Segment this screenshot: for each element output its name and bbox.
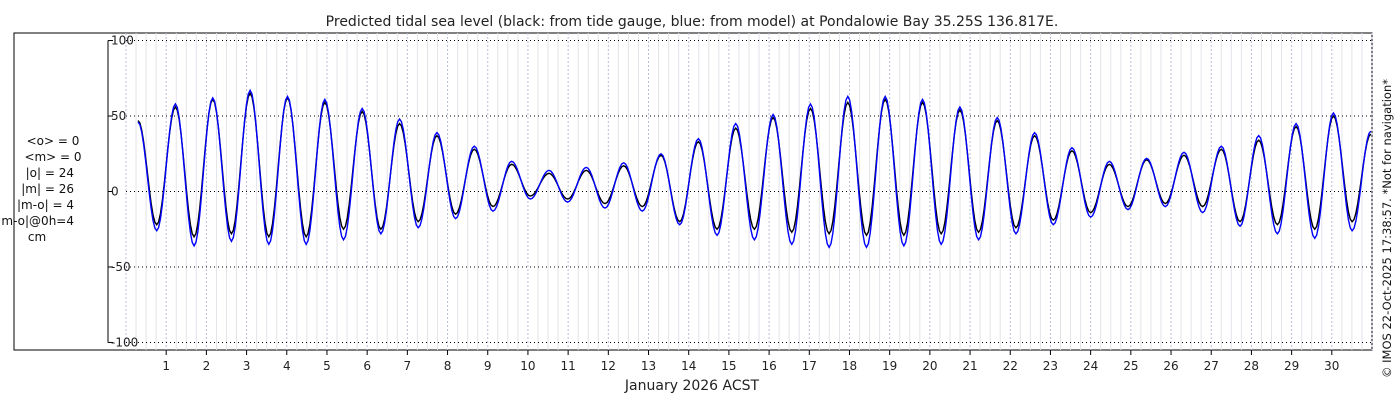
x-tick-label: 7: [404, 359, 412, 373]
x-tick-label: 21: [962, 359, 977, 373]
x-tick-label: 24: [1083, 359, 1098, 373]
x-tick-label: 5: [323, 359, 331, 373]
series-line-model: [137, 88, 1372, 249]
stat-line: |m-o| = 4: [17, 198, 74, 212]
x-tick-label: 4: [283, 359, 291, 373]
x-tick-label: 8: [444, 359, 452, 373]
y-tick-label: -50: [111, 260, 131, 274]
series-group: [137, 88, 1372, 249]
x-tick-label: 29: [1284, 359, 1299, 373]
y-tick-label: 50: [111, 109, 126, 123]
x-tick-label: 23: [1043, 359, 1058, 373]
x-tick-label: 2: [203, 359, 211, 373]
stat-line: |m| = 26: [21, 182, 74, 196]
stat-line: |m-o|@0h=4: [0, 214, 74, 228]
chart-title: Predicted tidal sea level (black: from t…: [326, 14, 1059, 30]
x-tick-label: 17: [802, 359, 817, 373]
stat-line: <m> = 0: [24, 150, 81, 164]
x-axis-label: January 2026 ACST: [624, 378, 760, 394]
x-tick-label: 22: [1003, 359, 1018, 373]
x-tick-label: 10: [520, 359, 535, 373]
y-tick-label: -100: [111, 335, 138, 349]
x-tick-label: 13: [641, 359, 656, 373]
series-line-gauge: [137, 91, 1372, 239]
x-tick-label: 27: [1204, 359, 1219, 373]
x-tick-label: 18: [842, 359, 857, 373]
x-tick-label: 1: [162, 359, 170, 373]
y-tick-label: 100: [111, 34, 134, 48]
x-tick-label: 20: [922, 359, 937, 373]
stat-line: cm: [28, 230, 46, 244]
x-tick-label: 12: [601, 359, 616, 373]
x-tick-label: 30: [1324, 359, 1339, 373]
x-tick-label: 9: [484, 359, 492, 373]
stat-line: |o| = 24: [26, 166, 74, 180]
stat-line: <o> = 0: [27, 134, 80, 148]
stats-block: <o> = 0 <m> = 0 |o| = 24 |m| = 26 |m-o| = 4 |…: [0, 134, 82, 244]
x-tick-label: 3: [243, 359, 251, 373]
copyright-note: © IMOS 22-Oct-2025 17:38:57. *Not for na…: [1380, 79, 1394, 378]
x-tick-label: 28: [1244, 359, 1259, 373]
y-tick-label: 0: [111, 185, 119, 199]
x-tick-label: 14: [681, 359, 696, 373]
x-tick-label: 16: [761, 359, 776, 373]
x-tick-label: 25: [1123, 359, 1138, 373]
plot-frame: [13, 32, 1373, 351]
x-tick-label: 11: [560, 359, 575, 373]
x-tick-label: 26: [1163, 359, 1178, 373]
x-tick-label: 6: [363, 359, 371, 373]
x-tick-label: 19: [882, 359, 897, 373]
x-tick-label: 15: [721, 359, 736, 373]
